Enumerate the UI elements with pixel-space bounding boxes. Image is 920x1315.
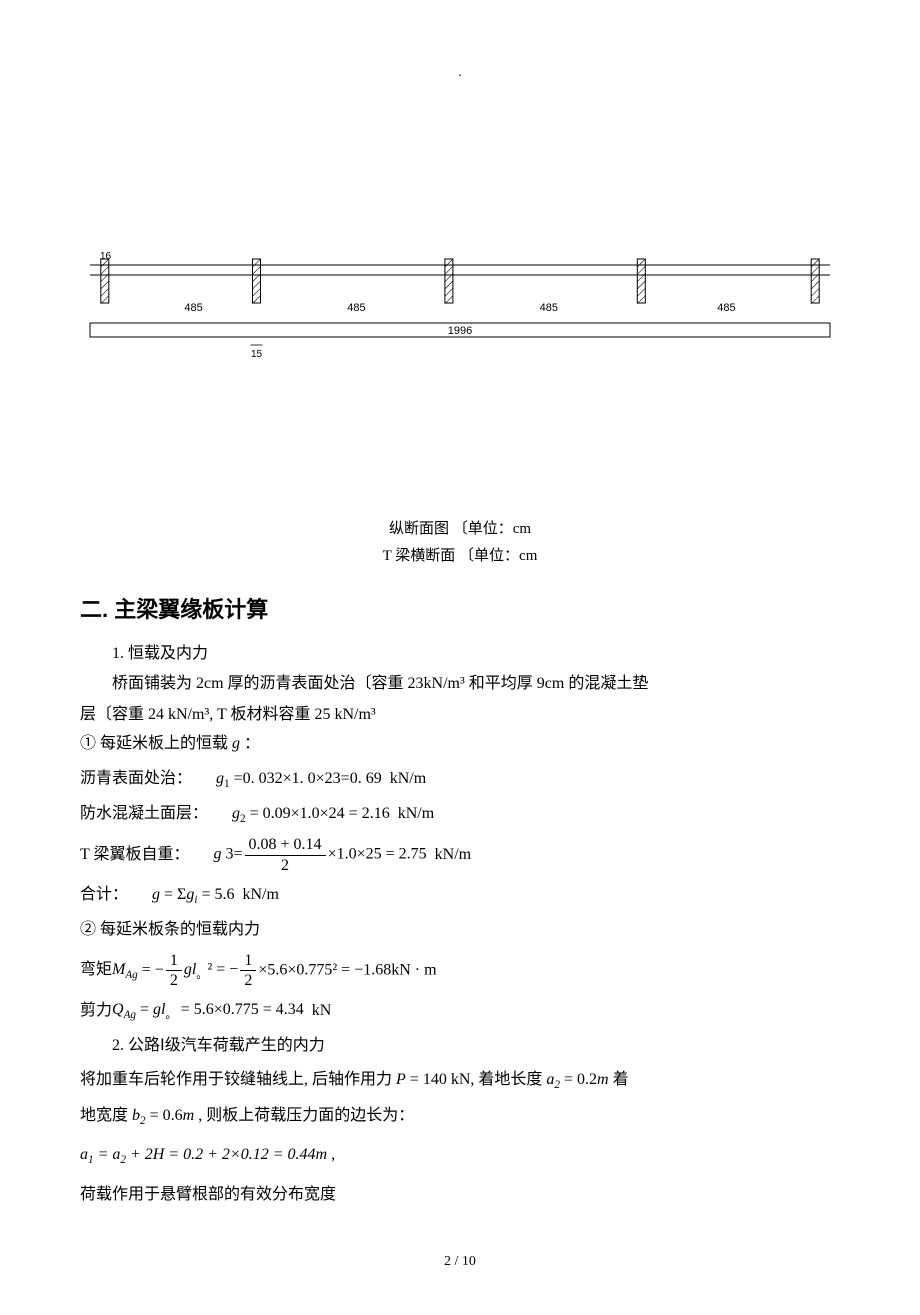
- moment-eq: MAg = −12gl。² = −12×5.6×0.775² = −1.68kN…: [112, 951, 437, 990]
- page-footer: 2 / 10: [80, 1249, 840, 1274]
- section-heading: 二. 主梁翼缘板计算: [80, 590, 840, 630]
- svg-text:485: 485: [347, 302, 365, 314]
- waterproof-label: 防水混凝土面层：: [80, 800, 208, 829]
- total-unit: kN/m: [235, 881, 279, 910]
- asphalt-eq: g1 =0. 032×1. 0×23=0. 69: [216, 765, 382, 794]
- flange-label: T 梁翼板自重：: [80, 841, 190, 870]
- subsection-2-title: 2. 公路Ⅰ级汽车荷载产生的内力: [80, 1032, 840, 1061]
- s2-a1-eq: a1 = a2 + 2H = 0.2 + 2×0.12 = 0.44m ,: [80, 1141, 840, 1170]
- item-2: ② 每延米板条的恒载内力: [80, 916, 840, 945]
- caption-1: 纵断面图 〔单位：cm: [80, 516, 840, 543]
- waterproof-eq: g2 = 0.09×1.0×24 = 2.16: [232, 800, 390, 829]
- item-1: ① 每延米板上的恒载 g ：: [80, 730, 840, 759]
- diagram-svg: 16 485 485 485 485 1996 15: [80, 245, 840, 365]
- svg-text:485: 485: [184, 302, 202, 314]
- waterproof-row: 防水混凝土面层： g2 = 0.09×1.0×24 = 2.16 kN/m: [80, 800, 840, 829]
- item-1-label: ① 每延米板上的恒载: [80, 735, 228, 752]
- shear-row: 剪力 QAg = gl。 = 5.6×0.775 = 4.34 kN: [80, 996, 840, 1025]
- s2-line-3: 荷载作用于悬臂根部的有效分布宽度: [80, 1181, 840, 1210]
- longitudinal-diagram: 16 485 485 485 485 1996 15: [80, 245, 840, 376]
- shear-label: 剪力: [80, 997, 112, 1026]
- flange-row: T 梁翼板自重： g 3=0.08 + 0.142×1.0×25 = 2.75 …: [80, 835, 840, 874]
- flange-unit: kN/m: [427, 841, 471, 870]
- asphalt-row: 沥青表面处治： g1 =0. 032×1. 0×23=0. 69 kN/m: [80, 765, 840, 794]
- svg-text:15: 15: [251, 349, 263, 360]
- top-dot: .: [80, 60, 840, 85]
- svg-text:485: 485: [717, 302, 735, 314]
- flange-eq: g 3=0.08 + 0.142×1.0×25 = 2.75: [214, 835, 427, 874]
- caption-2: T 梁横断面 〔单位：cm: [80, 543, 840, 570]
- shear-unit: kN: [304, 997, 332, 1026]
- waterproof-unit: kN/m: [390, 800, 434, 829]
- total-row: 合计： g = Σgi = 5.6 kN/m: [80, 881, 840, 910]
- svg-text:485: 485: [540, 302, 558, 314]
- s2-line-1: 将加重车后轮作用于铰缝轴线上, 后轴作用力 P = 140 kN, 着地长度 a…: [80, 1066, 840, 1095]
- subsection-1-title: 1. 恒载及内力: [80, 640, 840, 669]
- total-label: 合计：: [80, 881, 128, 910]
- total-eq: g = Σgi = 5.6: [152, 881, 234, 910]
- moment-label: 弯矩: [80, 956, 112, 985]
- svg-text:1996: 1996: [448, 325, 472, 337]
- g-symbol: g: [232, 735, 244, 752]
- colon: ：: [244, 735, 260, 752]
- intro-line-2: 层〔容重 24 kN/m³, T 板材料容重 25 kN/m³: [80, 701, 840, 730]
- asphalt-unit: kN/m: [382, 765, 426, 794]
- shear-eq: QAg = gl。 = 5.6×0.775 = 4.34: [112, 996, 304, 1025]
- asphalt-label: 沥青表面处治：: [80, 765, 192, 794]
- s2-line-2: 地宽度 b2 = 0.6m , 则板上荷载压力面的边长为：: [80, 1102, 840, 1131]
- svg-text:16: 16: [100, 251, 112, 262]
- captions: 纵断面图 〔单位：cm T 梁横断面 〔单位：cm: [80, 516, 840, 570]
- moment-row: 弯矩 MAg = −12gl。² = −12×5.6×0.775² = −1.6…: [80, 951, 840, 990]
- intro-line-1: 桥面铺装为 2cm 厚的沥青表面处治〔容重 23kN/m³ 和平均厚 9cm 的…: [80, 670, 840, 699]
